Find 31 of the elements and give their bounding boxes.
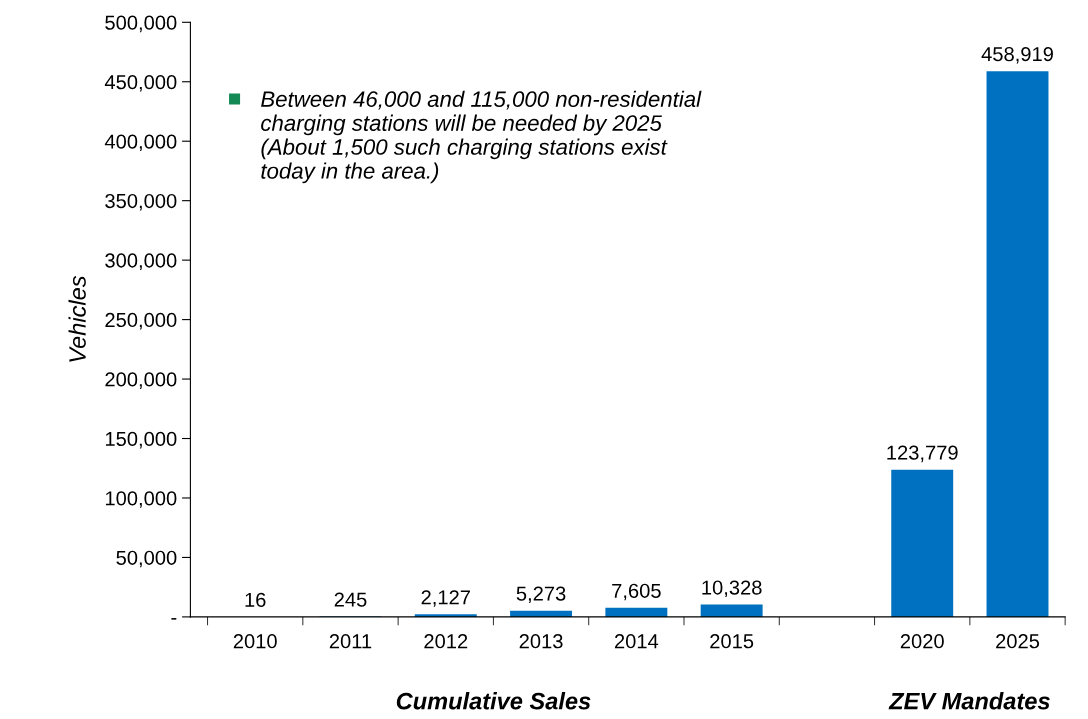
x-tick-label: 2013: [519, 634, 563, 649]
data-label: 123,779: [887, 445, 958, 463]
y-axis-title: Vehicles: [68, 275, 86, 362]
data-label: 245: [334, 592, 367, 607]
x-tick-label: 2011: [329, 634, 372, 649]
x-tick-label: 2020: [900, 634, 944, 649]
y-tick-label: 300,000: [105, 253, 177, 271]
y-tick-label: 500,000: [105, 15, 177, 33]
y-tick-label: 250,000: [105, 312, 177, 330]
y-tick-label: 400,000: [104, 134, 177, 152]
x-tick-label: 2025: [996, 634, 1040, 649]
data-label: 10,328: [702, 580, 762, 598]
x-tick-label: 2014: [614, 634, 659, 649]
y-tick-label: 100,000: [105, 491, 177, 508]
x-tick-label: 2015: [710, 634, 754, 649]
y-tick-label: 50,000: [116, 550, 177, 568]
data-label: 16: [245, 592, 266, 607]
text: ZEV Mandates: [888, 692, 1050, 710]
y-tick-label: 450,000: [104, 74, 177, 92]
text: Cumulative Sales: [396, 692, 591, 710]
y-tick-label: -: [171, 618, 177, 620]
annotation: Between 46,000 and 115,000 non-residential charging stations will be needed by 2025 (About 1,500 such charging stations exist today in the area.): [261, 90, 702, 184]
y-tick-label: 200,000: [105, 372, 177, 389]
data-label: 7,605: [612, 583, 661, 601]
x-tick-label: 2012: [424, 634, 468, 649]
data-label: 2,127: [421, 590, 470, 607]
y-tick-label: 350,000: [105, 193, 177, 211]
x-tick-label: 2010: [233, 634, 277, 649]
y-tick-label: 150,000: [105, 431, 177, 449]
data-label: 5,273: [516, 586, 566, 604]
data-label: 458,919: [981, 46, 1053, 64]
